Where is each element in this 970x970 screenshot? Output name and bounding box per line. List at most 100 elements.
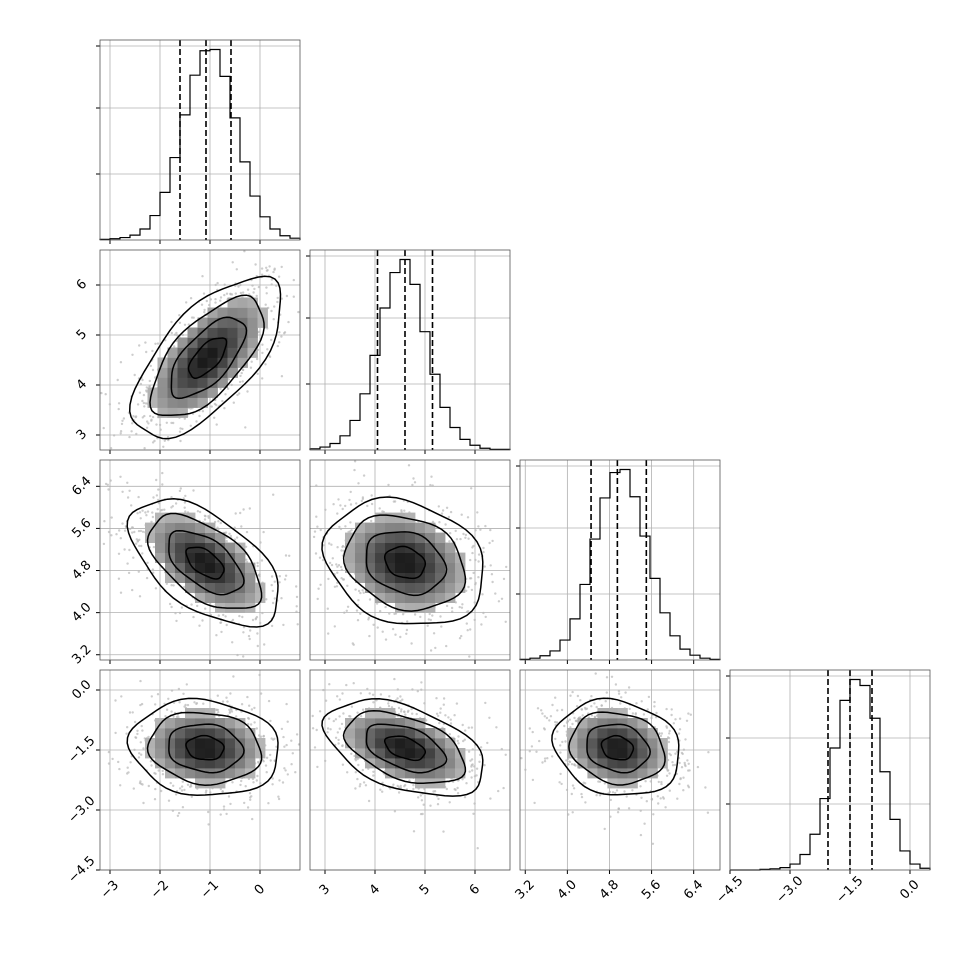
- sample-point: [370, 519, 373, 523]
- sample-point: [500, 747, 503, 751]
- sample-point: [282, 735, 285, 739]
- sample-point: [394, 633, 397, 636]
- density-cell: [345, 562, 356, 573]
- sample-point: [439, 615, 442, 618]
- sample-point: [467, 750, 471, 753]
- sample-point: [435, 712, 439, 715]
- sample-point: [645, 800, 648, 803]
- sample-point: [364, 784, 368, 787]
- density-cell: [375, 562, 386, 573]
- density-cell: [405, 602, 416, 613]
- sample-point: [497, 789, 500, 793]
- density-cell: [425, 522, 436, 533]
- sample-point: [266, 348, 269, 351]
- sample-point: [316, 525, 319, 528]
- density-cell: [175, 512, 186, 523]
- sample-point: [272, 318, 275, 321]
- x-tick-label: 5.6: [639, 877, 664, 902]
- sample-point: [270, 283, 273, 286]
- density-cell: [237, 357, 248, 368]
- sample-point: [410, 642, 413, 645]
- sample-point: [480, 623, 483, 626]
- sample-point: [399, 695, 402, 698]
- density-cell: [205, 748, 216, 759]
- sample-point: [334, 718, 338, 721]
- sample-point: [406, 710, 410, 714]
- sample-point: [225, 539, 228, 543]
- sample-point: [484, 701, 487, 705]
- sample-point: [239, 511, 242, 515]
- density-cell: [245, 592, 256, 603]
- sample-point: [678, 782, 681, 786]
- sample-point: [256, 644, 259, 648]
- sample-point: [471, 748, 474, 751]
- sample-point: [372, 623, 375, 626]
- sample-point: [170, 496, 173, 499]
- sample-point: [431, 484, 434, 487]
- density-cell: [235, 542, 246, 553]
- sample-point: [407, 464, 411, 467]
- sample-point: [278, 581, 281, 584]
- density-cell: [237, 347, 248, 358]
- sample-point: [469, 628, 472, 631]
- density-cell: [227, 317, 238, 328]
- density-cell: [207, 387, 218, 398]
- sample-point: [436, 803, 440, 806]
- sample-point: [240, 703, 244, 706]
- sample-point: [219, 387, 222, 390]
- sample-point: [471, 546, 474, 549]
- sample-point: [548, 719, 551, 722]
- density-cell: [167, 397, 178, 408]
- y-tick-label: 4.0: [69, 600, 94, 625]
- sample-point: [106, 483, 110, 486]
- sample-point: [177, 811, 181, 815]
- density-cell: [195, 522, 206, 533]
- sample-point: [676, 797, 679, 800]
- panel-1-0: 3 4 5 6: [74, 249, 301, 454]
- sample-point: [669, 753, 672, 757]
- sample-point: [327, 632, 330, 635]
- density-cell: [395, 602, 406, 613]
- sample-point: [183, 788, 186, 792]
- sample-point: [154, 376, 157, 379]
- sample-point: [595, 794, 598, 797]
- sample-point: [470, 588, 474, 592]
- sample-point: [151, 515, 155, 519]
- sample-point: [324, 759, 327, 763]
- sample-point: [265, 292, 268, 295]
- density-cell: [197, 377, 208, 388]
- density-cell: [445, 542, 456, 553]
- sample-point: [600, 704, 603, 707]
- sample-point: [151, 368, 155, 372]
- sample-point: [119, 432, 122, 435]
- density-cell: [445, 572, 456, 583]
- sample-point: [265, 756, 269, 759]
- density-cell: [415, 602, 426, 613]
- sample-point: [345, 683, 348, 687]
- sample-point: [631, 789, 634, 792]
- sample-point: [649, 780, 652, 783]
- sample-point: [344, 525, 347, 528]
- x-tick-label: 0.0: [897, 877, 922, 902]
- density-cell: [175, 552, 186, 563]
- sample-point: [270, 624, 274, 628]
- sample-point: [357, 482, 360, 485]
- sample-point: [354, 787, 357, 790]
- sample-point: [429, 804, 432, 807]
- sample-point: [615, 789, 619, 792]
- sample-point: [188, 785, 192, 788]
- sample-point: [378, 507, 381, 510]
- sample-point: [453, 714, 456, 717]
- sample-point: [250, 795, 253, 798]
- sample-point: [474, 529, 477, 532]
- y-tick-label: 3.2: [69, 642, 94, 667]
- sample-point: [336, 695, 339, 698]
- density-cell: [195, 592, 206, 603]
- density-cell: [435, 582, 446, 593]
- sample-point: [295, 585, 298, 588]
- sample-point: [222, 808, 226, 811]
- density-cells: [145, 512, 266, 613]
- sample-point: [335, 585, 339, 588]
- sample-point: [412, 787, 415, 791]
- density-cell: [445, 552, 456, 563]
